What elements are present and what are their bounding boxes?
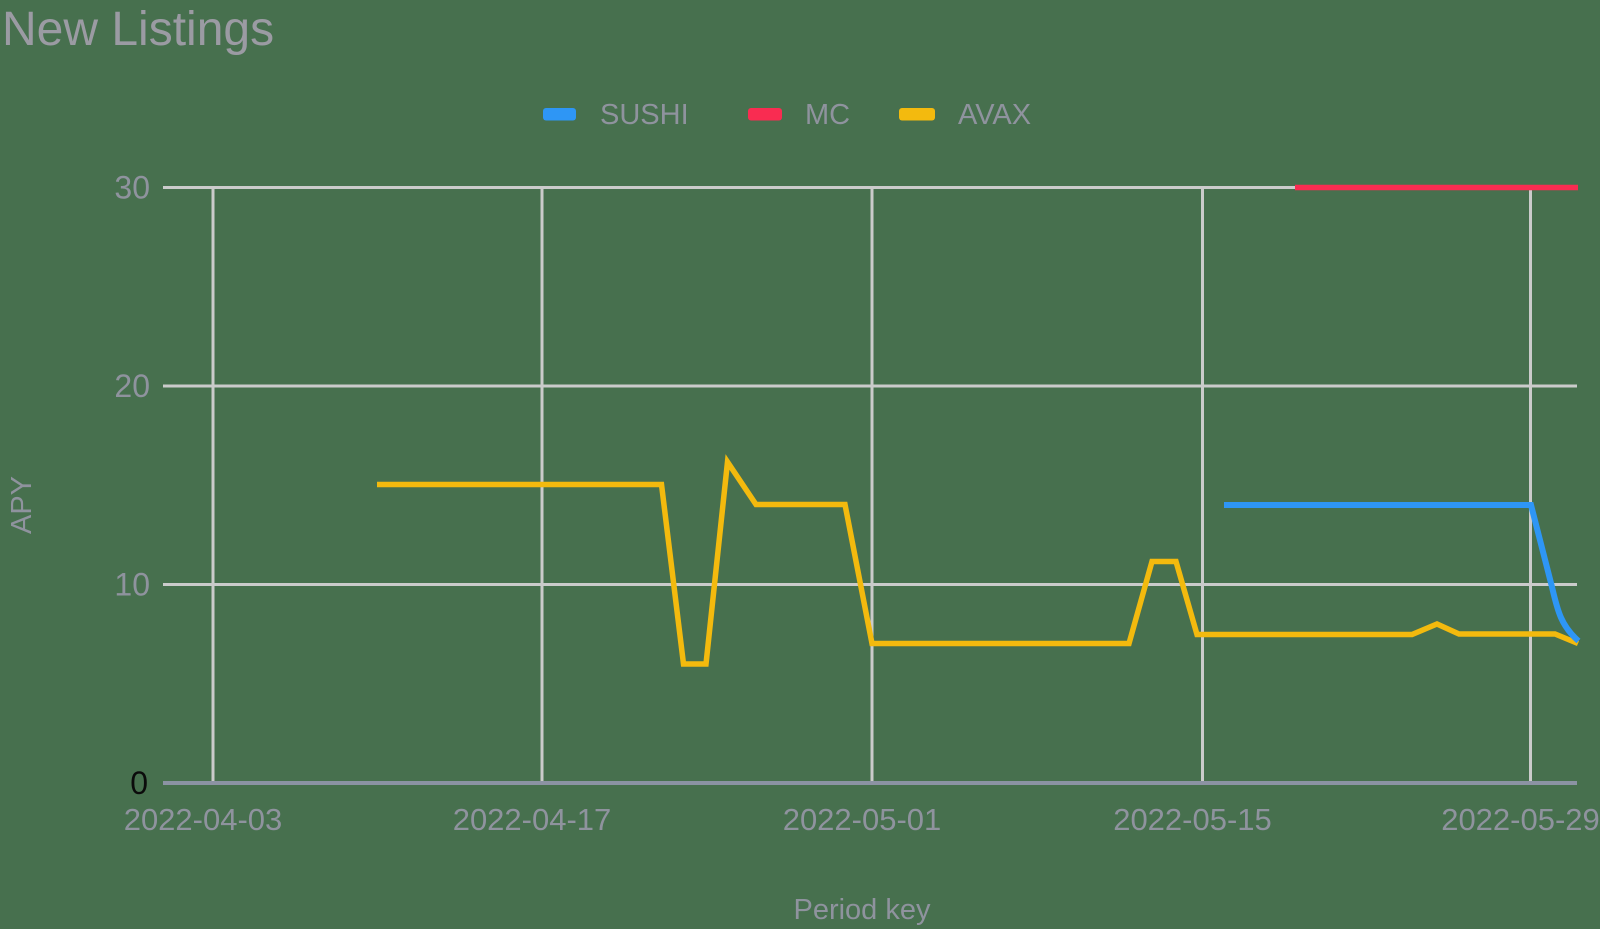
svg-text:2022-04-03: 2022-04-03: [124, 802, 283, 837]
svg-text:AVAX: AVAX: [958, 99, 1031, 131]
svg-text:APY: APY: [6, 476, 38, 534]
svg-text:Period key: Period key: [793, 894, 931, 926]
svg-text:MC: MC: [805, 99, 850, 131]
svg-text:2022-05-15: 2022-05-15: [1113, 802, 1272, 837]
svg-text:2022-05-29: 2022-05-29: [1441, 802, 1600, 837]
svg-text:10: 10: [114, 567, 150, 603]
svg-text:2022-04-17: 2022-04-17: [453, 802, 612, 837]
svg-text:20: 20: [114, 368, 150, 404]
svg-text:0: 0: [130, 765, 148, 801]
svg-text:New Listings: New Listings: [2, 3, 274, 56]
svg-text:SUSHI: SUSHI: [600, 99, 689, 131]
svg-text:30: 30: [114, 170, 150, 206]
svg-text:2022-05-01: 2022-05-01: [783, 802, 942, 837]
